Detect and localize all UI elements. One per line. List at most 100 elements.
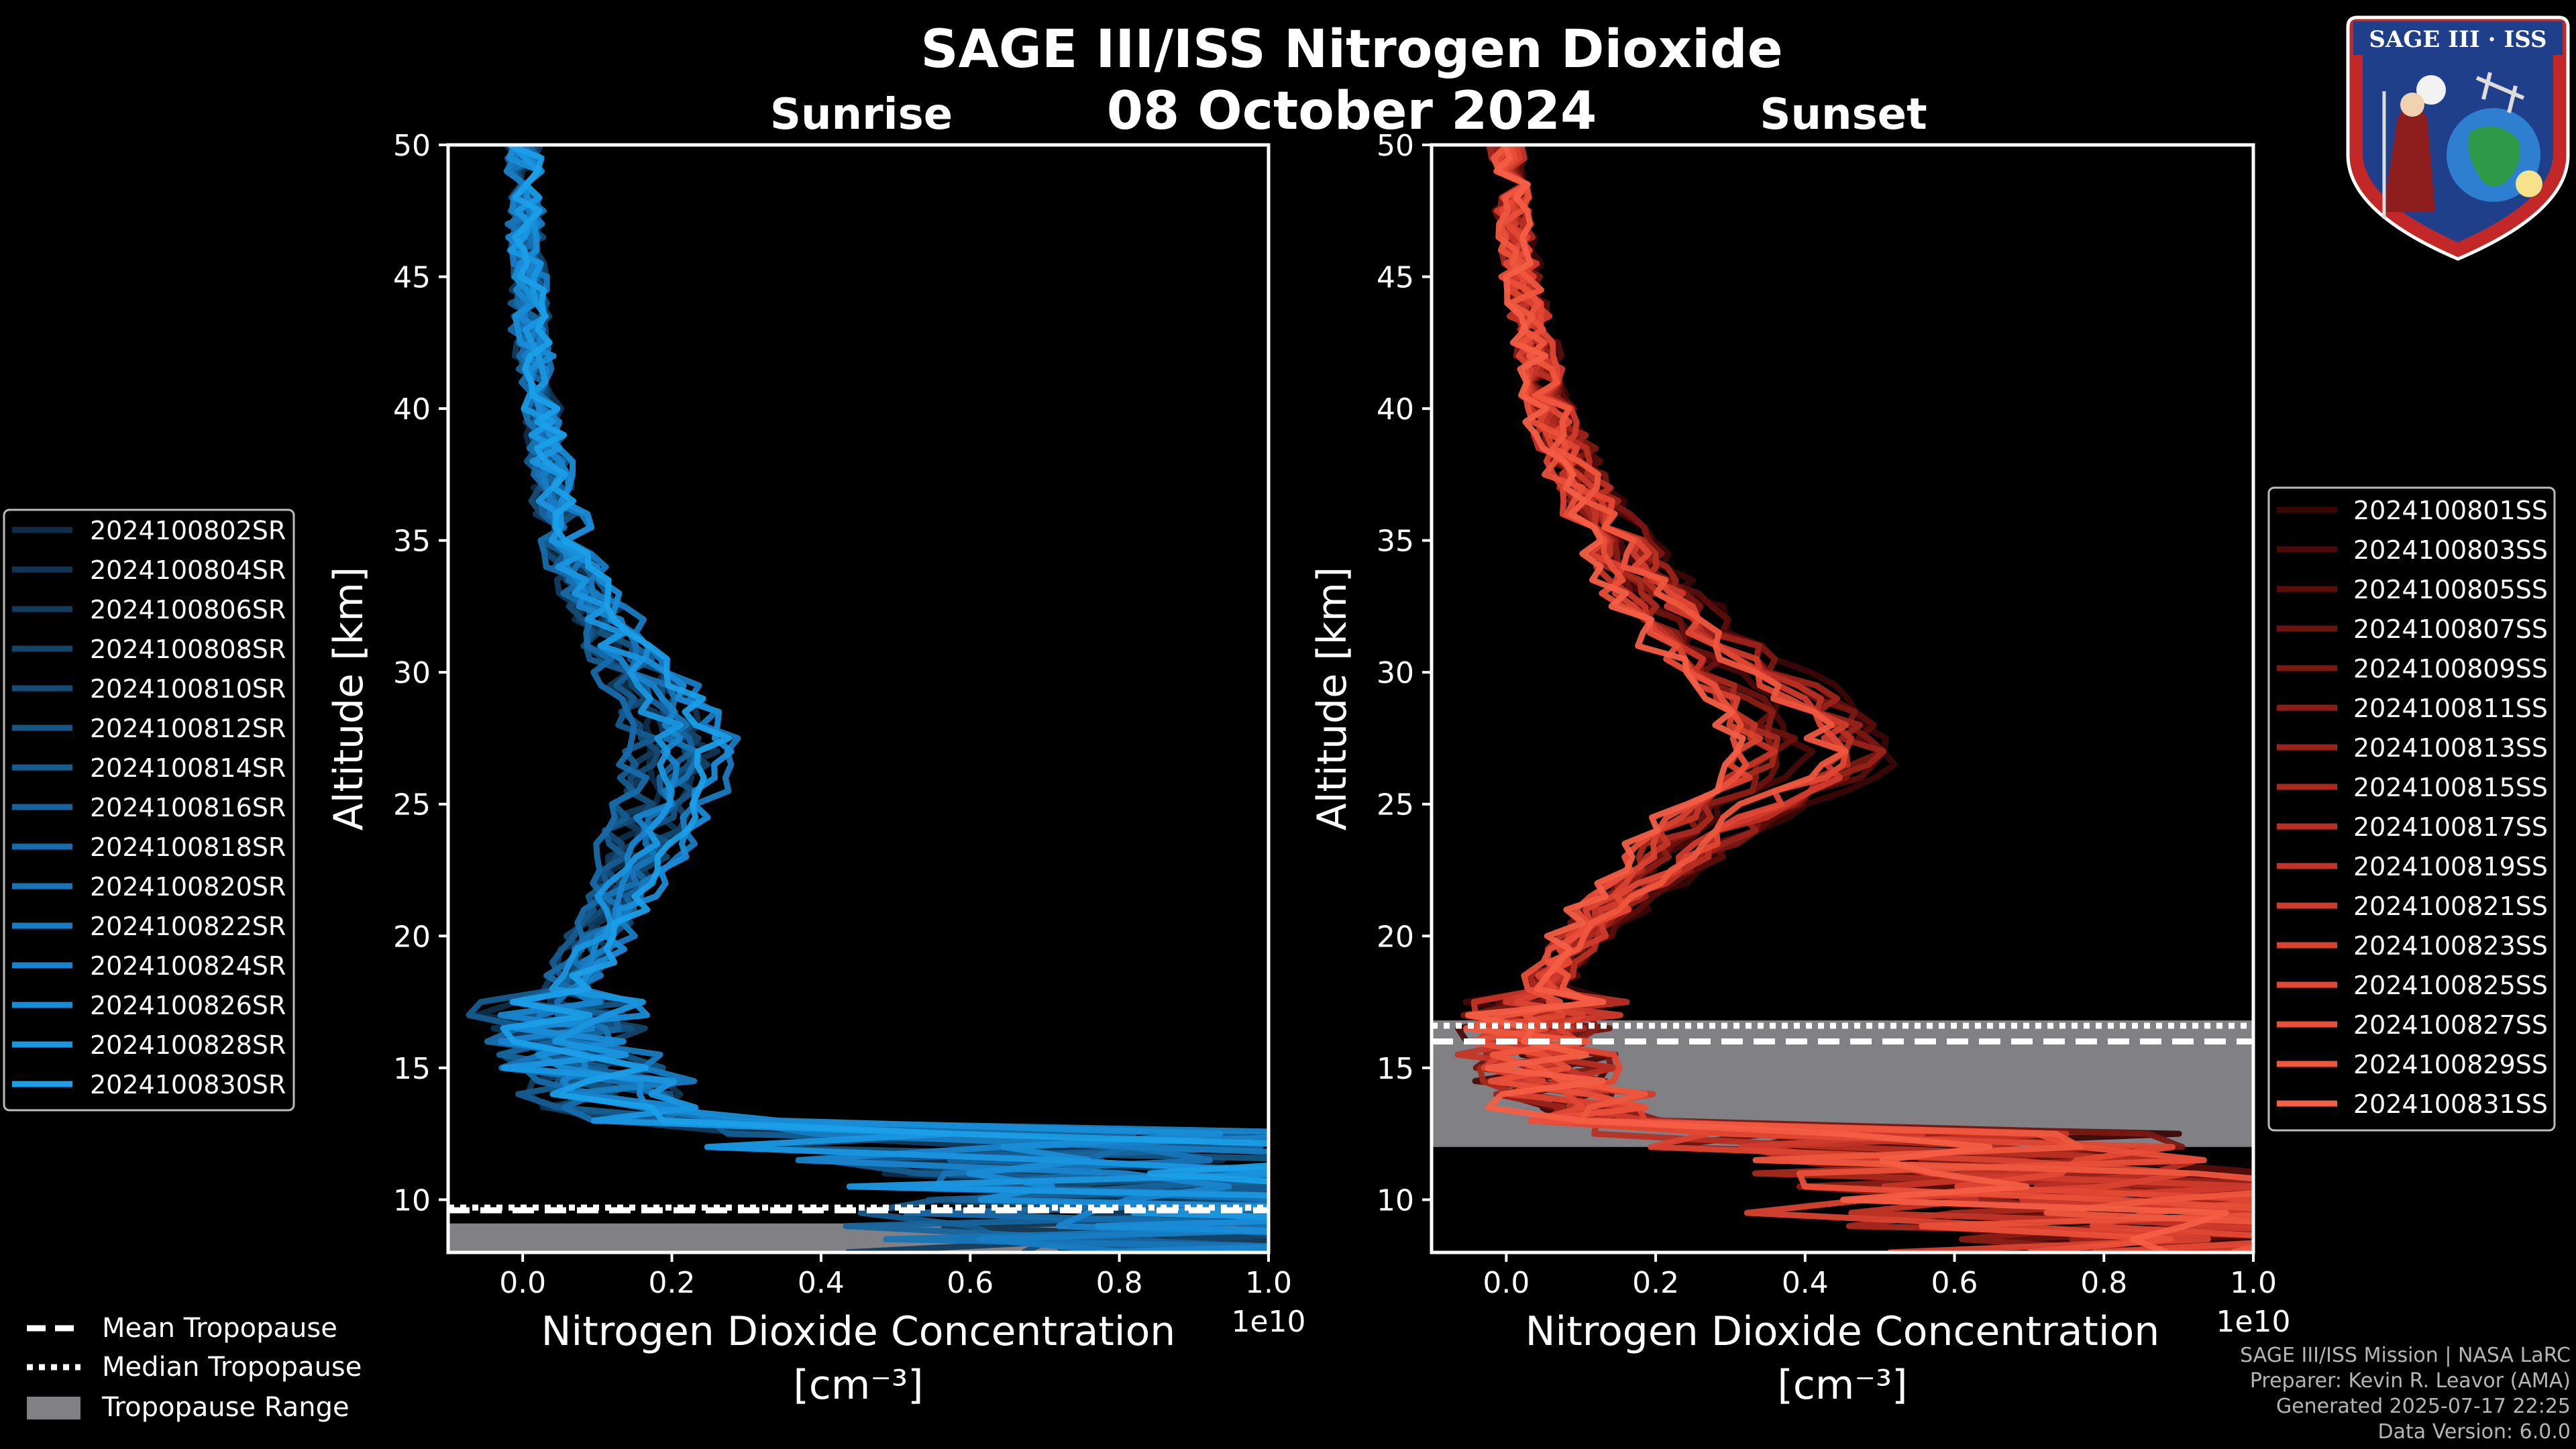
sunrise-panel: 0.0 0.2 0.4 0.6 0.8 1.0 10 15 20 25 30 35 40 45 50 1e10… — [325, 129, 1306, 1409]
footer-mission: SAGE III/ISS Mission | NASA LaRC — [2240, 1344, 2571, 1367]
sunset-legend-label: 2024100819SS — [2353, 852, 2548, 881]
sunrise-x-axis-unit: [cm⁻³] — [794, 1362, 924, 1409]
sunset-ytick-label: 20 — [1377, 920, 1414, 954]
sunrise-legend-label: 2024100816SR — [90, 793, 286, 822]
sunset-ytick-label: 35 — [1377, 525, 1414, 559]
sunset-ytick-label: 45 — [1377, 261, 1414, 295]
sunrise-y-axis-label: Altitude [km] — [325, 567, 372, 831]
sunrise-legend-label: 2024100804SR — [90, 555, 286, 585]
sunrise-xtick-label: 0.0 — [499, 1266, 546, 1300]
sunrise-ytick-label: 20 — [393, 920, 431, 954]
profile-line-2024100831SS — [1464, 145, 2229, 1252]
sunset-xtick-label: 1.0 — [2230, 1266, 2277, 1300]
sunrise-ytick-label: 25 — [393, 788, 431, 822]
badge-sun-icon — [2516, 170, 2542, 197]
footer-data-version: Data Version: 6.0.0 — [2377, 1420, 2571, 1444]
sunset-profile-lines — [1454, 145, 2253, 1252]
sunrise-legend-label: 2024100822SR — [90, 912, 286, 941]
sunrise-legend-label: 2024100824SR — [90, 951, 286, 981]
figure-title: SAGE III/ISS Nitrogen Dioxide — [920, 19, 1782, 80]
sunrise-legend-label: 2024100814SR — [90, 753, 286, 783]
sunset-panel: 0.0 0.2 0.4 0.6 0.8 1.0 10 15 20 25 30 35 40 45 50 1e10… — [1309, 129, 2291, 1409]
sunrise-legend: 2024100802SR 2024100804SR 2024100806SR 2024… — [3, 508, 295, 1112]
profile-line-2024100826SR — [506, 145, 1269, 1234]
sunrise-legend-label: 2024100810SR — [90, 674, 286, 704]
tropopause-legend: Mean Tropopause Median Tropopause Tropop… — [27, 1313, 362, 1423]
sunset-legend-label: 2024100823SS — [2353, 931, 2548, 961]
sunrise-xtick-label: 0.8 — [1096, 1266, 1143, 1300]
sunset-ytick-label: 50 — [1377, 129, 1414, 163]
sunset-x-axis-label: Nitrogen Dioxide Concentration — [1525, 1308, 2160, 1355]
profile-line-2024100824SR — [497, 145, 1269, 1252]
profile-line-2024100828SR — [501, 145, 1269, 1220]
sunset-ytick-label: 30 — [1377, 656, 1414, 690]
sunrise-x-axis-label: Nitrogen Dioxide Concentration — [541, 1308, 1176, 1355]
sunrise-axes-frame — [446, 143, 1271, 1254]
sunset-ytick-label: 25 — [1377, 788, 1414, 822]
badge-figure-head-icon — [2400, 93, 2424, 117]
sunset-legend-label: 2024100803SS — [2353, 535, 2548, 565]
sunrise-legend-label: 2024100802SR — [90, 516, 286, 545]
sunset-legend-label: 2024100813SS — [2353, 733, 2548, 763]
sunset-legend-label: 2024100825SS — [2353, 971, 2548, 1000]
sunset-x-axis-unit: [cm⁻³] — [1778, 1362, 1908, 1409]
sunrise-xtick-label: 0.6 — [947, 1266, 994, 1300]
median-tropopause-label: Median Tropopause — [102, 1352, 362, 1383]
sunrise-xtick-label: 1.0 — [1245, 1266, 1292, 1300]
badge-header-band — [2353, 21, 2563, 55]
sunrise-ytick-label: 45 — [393, 261, 431, 295]
profile-line-2024100830SR — [500, 145, 1269, 1185]
sunrise-xtick-label: 0.2 — [649, 1266, 696, 1300]
sunset-axes-frame — [1430, 143, 2255, 1254]
sunrise-ytick-label: 30 — [393, 656, 431, 690]
sunset-legend-label: 2024100821SS — [2353, 892, 2548, 921]
badge-moon-icon — [2416, 75, 2446, 105]
sunset-y-axis-label: Altitude [km] — [1309, 567, 1356, 831]
sunrise-ytick-label: 35 — [393, 525, 431, 559]
sunset-xtick-label: 0.4 — [1782, 1266, 1829, 1300]
sunset-legend-label: 2024100829SS — [2353, 1050, 2548, 1079]
sunrise-x-offset-label: 1e10 — [1231, 1305, 1305, 1339]
sunset-xtick-label: 0.6 — [1931, 1266, 1978, 1300]
footer-credits: SAGE III/ISS Mission | NASA LaRC Prepare… — [2240, 1343, 2571, 1445]
sunrise-ytick-label: 50 — [393, 129, 431, 163]
tropopause-range-label: Tropopause Range — [101, 1392, 350, 1423]
sunset-legend-label: 2024100811SS — [2353, 694, 2548, 723]
sunrise-legend-label: 2024100820SR — [90, 872, 286, 902]
sunrise-legend-label: 2024100808SR — [90, 635, 286, 664]
sunrise-panel-title: Sunrise — [770, 90, 953, 140]
sunset-legend-frame — [2267, 486, 2556, 1132]
profile-line-2024100827SS — [1465, 145, 2253, 1252]
sunset-xtick-label: 0.0 — [1483, 1266, 1529, 1300]
sunrise-legend-label: 2024100826SR — [90, 991, 286, 1020]
sunset-legend-label: 2024100805SS — [2353, 575, 2548, 604]
sunrise-legend-label: 2024100806SR — [90, 595, 286, 625]
sunset-legend-label: 2024100831SS — [2353, 1089, 2548, 1119]
sunrise-ytick-label: 10 — [393, 1183, 431, 1218]
sunrise-legend-label: 2024100828SR — [90, 1030, 286, 1060]
mean-tropopause-label: Mean Tropopause — [102, 1313, 337, 1344]
sunrise-legend-label: 2024100812SR — [90, 714, 286, 743]
sunset-legend: 2024100801SS 2024100803SS 2024100805SS 2024… — [2267, 486, 2556, 1132]
sunrise-legend-label: 2024100818SR — [90, 833, 286, 862]
figure-date: 08 October 2024 — [1107, 81, 1597, 142]
badge-landmass-icon — [2468, 126, 2520, 186]
sunset-legend-label: 2024100801SS — [2353, 496, 2548, 525]
sunset-legend-label: 2024100817SS — [2353, 812, 2548, 842]
badge-figure-icon — [2383, 105, 2435, 212]
sunset-legend-label: 2024100807SS — [2353, 614, 2548, 644]
sunrise-legend-frame — [3, 508, 295, 1112]
sunset-ytick-label: 40 — [1377, 392, 1414, 427]
sunset-legend-label: 2024100809SS — [2353, 654, 2548, 684]
sunset-legend-label: 2024100815SS — [2353, 773, 2548, 802]
sunset-legend-label: 2024100827SS — [2353, 1010, 2548, 1040]
badge-iss-icon — [2475, 72, 2525, 113]
sunset-xtick-label: 0.2 — [1632, 1266, 1679, 1300]
sunrise-ytick-label: 40 — [393, 392, 431, 427]
sunset-x-offset-label: 1e10 — [2216, 1305, 2290, 1339]
sunrise-profile-lines — [466, 145, 1269, 1252]
footer-generated: Generated 2025-07-17 22:25 — [2275, 1395, 2571, 1418]
sunset-ytick-label: 15 — [1377, 1052, 1414, 1086]
sunset-ytick-label: 10 — [1377, 1183, 1414, 1218]
